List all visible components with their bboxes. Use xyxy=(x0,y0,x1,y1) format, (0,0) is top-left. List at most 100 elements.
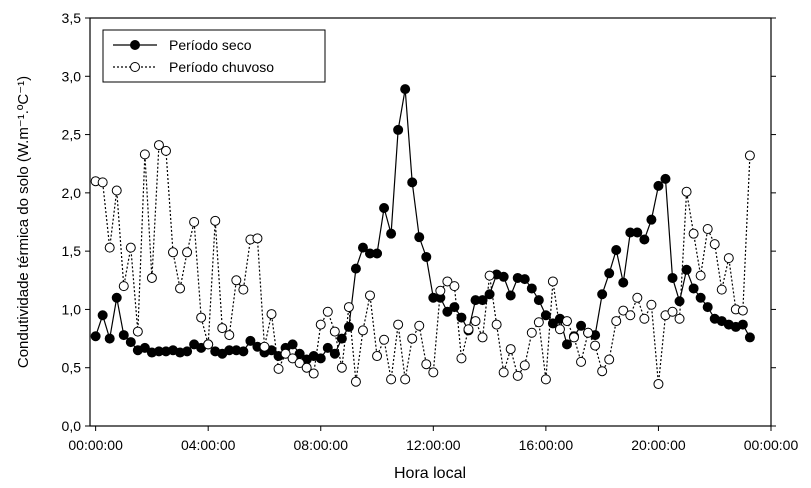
data-point xyxy=(456,353,467,364)
data-point xyxy=(372,248,383,259)
legend-label: Período chuvoso xyxy=(169,59,274,75)
data-point xyxy=(547,318,558,329)
data-point xyxy=(498,271,509,282)
data-point xyxy=(379,334,390,345)
data-point xyxy=(336,333,347,344)
y-tick-label: 0,0 xyxy=(62,418,82,434)
data-point xyxy=(238,284,249,295)
data-point xyxy=(442,276,453,287)
data-point xyxy=(203,339,214,350)
plot-frame xyxy=(89,17,772,427)
data-point xyxy=(576,356,587,367)
data-point xyxy=(421,359,432,370)
data-point xyxy=(139,342,150,353)
x-tick-label: 08:00:00 xyxy=(294,437,349,453)
data-point xyxy=(238,346,249,357)
data-point xyxy=(329,326,340,337)
data-point xyxy=(386,228,397,239)
data-point xyxy=(315,319,326,330)
data-point xyxy=(646,299,657,310)
data-point xyxy=(456,312,467,323)
data-point xyxy=(737,305,748,316)
x-axis-label: Hora local xyxy=(394,465,466,482)
data-point xyxy=(118,330,129,341)
data-point xyxy=(611,244,622,255)
data-point xyxy=(132,326,143,337)
legend-marker xyxy=(130,40,140,50)
data-point xyxy=(519,360,530,371)
data-point xyxy=(674,313,685,324)
data-point xyxy=(590,340,601,351)
data-point xyxy=(512,370,523,381)
data-point xyxy=(90,331,101,342)
data-point xyxy=(526,327,537,338)
data-point xyxy=(681,264,692,275)
data-point xyxy=(477,295,488,306)
data-point xyxy=(196,312,207,323)
data-point xyxy=(301,362,312,373)
data-point xyxy=(414,232,425,243)
data-point xyxy=(118,281,129,292)
data-point xyxy=(604,354,615,365)
x-tick-label: 04:00:00 xyxy=(181,437,236,453)
data-point xyxy=(294,358,305,369)
data-point xyxy=(716,284,727,295)
data-point xyxy=(364,290,375,301)
data-point xyxy=(653,180,664,191)
y-tick-label: 3,0 xyxy=(62,68,82,84)
data-point xyxy=(322,342,333,353)
data-point xyxy=(210,215,221,226)
data-point xyxy=(554,324,565,335)
data-point xyxy=(350,376,361,387)
data-point xyxy=(231,275,242,286)
data-point xyxy=(681,186,692,197)
data-point xyxy=(287,353,298,364)
data-point xyxy=(372,351,383,362)
data-point xyxy=(618,277,629,288)
y-tick-label: 1,5 xyxy=(62,243,82,259)
data-point xyxy=(273,363,284,374)
data-point xyxy=(428,367,439,378)
data-point xyxy=(604,268,615,279)
data-point xyxy=(583,327,594,338)
data-point xyxy=(280,348,291,359)
data-point xyxy=(547,276,558,287)
data-point xyxy=(252,233,263,244)
data-point xyxy=(393,319,404,330)
data-point xyxy=(569,332,580,343)
y-tick-label: 2,0 xyxy=(62,185,82,201)
data-point xyxy=(104,242,115,253)
data-point xyxy=(182,346,193,357)
data-point xyxy=(245,335,256,346)
data-point xyxy=(357,325,368,336)
data-point xyxy=(674,296,685,307)
data-point xyxy=(97,310,108,321)
data-point xyxy=(470,316,481,327)
data-point xyxy=(744,150,755,161)
data-point xyxy=(498,367,509,378)
data-point xyxy=(329,348,340,359)
legend-box xyxy=(102,29,326,83)
data-point xyxy=(695,292,706,303)
data-point xyxy=(646,214,657,225)
data-point xyxy=(160,145,171,156)
data-point xyxy=(350,263,361,274)
data-point xyxy=(576,320,587,331)
data-point xyxy=(639,234,650,245)
data-point xyxy=(737,319,748,330)
data-point xyxy=(308,368,319,379)
data-point xyxy=(400,84,411,95)
data-point xyxy=(618,305,629,316)
data-point xyxy=(667,272,678,283)
data-point xyxy=(315,353,326,364)
data-point xyxy=(182,247,193,258)
data-point xyxy=(343,302,354,313)
y-tick-label: 0,5 xyxy=(62,360,82,376)
data-point xyxy=(667,306,678,317)
data-point xyxy=(111,292,122,303)
data-point xyxy=(435,285,446,296)
data-point xyxy=(287,339,298,350)
data-point xyxy=(491,319,502,330)
data-point xyxy=(189,217,200,227)
